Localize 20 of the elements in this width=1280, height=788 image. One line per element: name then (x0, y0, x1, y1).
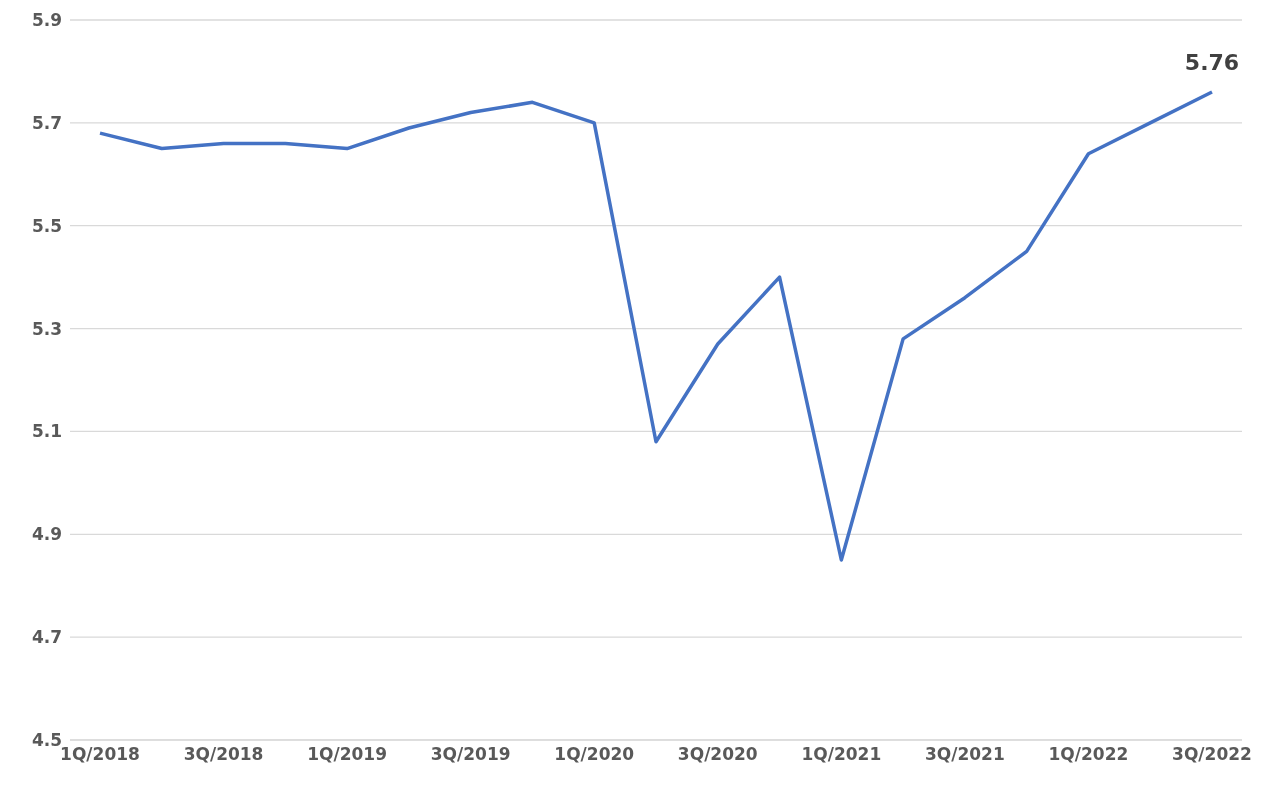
y-tick-label: 4.5 (31, 730, 62, 751)
y-tick-label: 5.5 (31, 215, 62, 236)
y-tick-label: 5.9 (31, 10, 62, 31)
y-tick-label: 4.9 (31, 524, 62, 545)
y-tick-label: 5.3 (31, 318, 62, 339)
x-tick-label: 1Q/2019 (307, 744, 388, 765)
y-tick-label: 5.1 (31, 421, 62, 442)
x-tick-label: 1Q/2018 (60, 744, 140, 765)
data-label: 5.76 (1184, 50, 1240, 75)
x-tick-label: 1Q/2022 (1048, 744, 1129, 765)
x-tick-label: 3Q/2022 (1172, 744, 1252, 765)
x-tick-label: 3Q/2020 (677, 744, 758, 765)
x-tick-label: 3Q/2018 (183, 744, 264, 765)
x-tick-label: 1Q/2021 (801, 744, 882, 765)
y-tick-label: 4.7 (31, 627, 62, 648)
y-tick-label: 5.7 (31, 112, 62, 133)
x-tick-label: 3Q/2019 (430, 744, 511, 765)
x-tick-label: 1Q/2020 (554, 744, 635, 765)
line-series (98, 90, 1214, 562)
x-tick-label: 3Q/2021 (924, 744, 1005, 765)
